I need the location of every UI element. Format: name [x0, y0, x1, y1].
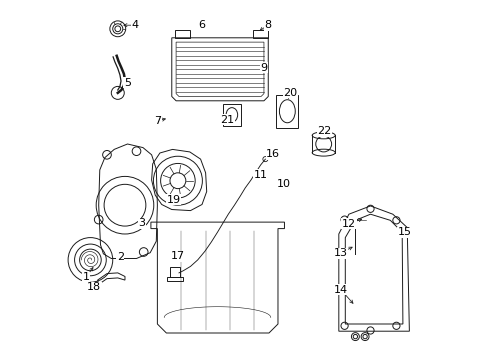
Text: 3: 3 [138, 218, 145, 228]
Bar [175, 30, 189, 38]
Text: 22: 22 [317, 126, 331, 136]
Text: 15: 15 [397, 227, 411, 237]
Bar [223, 104, 241, 126]
Text: 19: 19 [166, 195, 180, 205]
Bar [170, 267, 179, 277]
Text: 6: 6 [197, 20, 204, 30]
Bar [253, 30, 267, 38]
Text: 20: 20 [283, 88, 297, 98]
Text: 14: 14 [333, 285, 347, 295]
Text: 10: 10 [277, 179, 290, 189]
Text: 7: 7 [154, 116, 162, 126]
Text: 5: 5 [124, 78, 131, 88]
Circle shape [263, 157, 267, 162]
Text: 8: 8 [264, 20, 271, 30]
Text: 1: 1 [82, 272, 89, 282]
Text: 17: 17 [170, 251, 184, 261]
Text: 21: 21 [220, 114, 234, 125]
Text: 11: 11 [253, 170, 267, 180]
Text: 9: 9 [260, 63, 267, 73]
Text: 12: 12 [341, 219, 355, 229]
Text: 4: 4 [131, 20, 138, 30]
Bar [166, 277, 183, 281]
Bar [276, 95, 298, 128]
Text: 18: 18 [87, 282, 101, 292]
Text: 13: 13 [333, 248, 347, 258]
Text: 16: 16 [266, 149, 280, 159]
Text: 2: 2 [117, 252, 123, 262]
